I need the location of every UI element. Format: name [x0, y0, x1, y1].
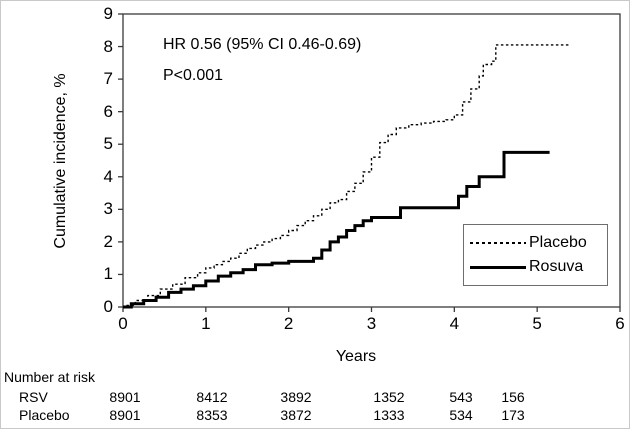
risk-value: 1333	[373, 407, 405, 423]
series-placebo	[123, 44, 571, 308]
risk-value: 8412	[196, 389, 228, 405]
risk-value: 173	[501, 407, 525, 423]
risk-value: 8901	[109, 407, 141, 423]
risk-value: 156	[501, 389, 525, 405]
y-tick-label: 7	[103, 69, 113, 89]
x-axis-label: Years	[335, 348, 377, 365]
risk-row-label-placebo: Placebo	[19, 407, 70, 423]
risk-value: 1352	[373, 389, 405, 405]
legend-entry-placebo: Placebo	[470, 234, 601, 252]
risk-value: 3892	[280, 389, 312, 405]
x-tick-label: 1	[201, 314, 211, 333]
solid-line-sample	[470, 265, 526, 269]
x-tick-label: 4	[449, 314, 460, 333]
x-tick-label: 3	[366, 314, 377, 333]
risk-value: 3872	[280, 407, 312, 423]
risk-value: 8353	[196, 407, 228, 423]
risk-table-title: Number at risk	[4, 369, 96, 385]
legend-entry-rosuva: Rosuva	[470, 258, 601, 276]
y-tick-label: 0	[103, 297, 113, 316]
y-tick-label: 4	[103, 166, 113, 186]
y-tick-label: 2	[103, 231, 113, 251]
legend-label-placebo: Placebo	[529, 233, 587, 251]
y-tick-label: 8	[103, 36, 113, 56]
y-axis-label: Cumulative incidence, %	[52, 73, 69, 249]
risk-value: 534	[449, 407, 473, 423]
y-tick-label: 9	[103, 4, 113, 23]
series-rosuva	[123, 150, 550, 309]
dashed-line-sample	[470, 241, 526, 244]
legend-label-rosuva: Rosuva	[529, 258, 584, 276]
legend-box: Placebo Rosuva	[463, 224, 608, 286]
x-tick-label: 6	[615, 314, 625, 333]
y-tick-label: 1	[103, 264, 113, 284]
y-tick-label: 5	[103, 134, 113, 154]
y-tick-label: 6	[103, 101, 113, 121]
p-value-annotation: P<0.001	[163, 67, 224, 84]
x-tick-label: 0	[118, 314, 128, 333]
hazard-ratio-annotation: HR 0.56 (95% CI 0.46-0.69)	[163, 36, 362, 53]
y-tick-label: 3	[103, 199, 113, 219]
risk-value: 8901	[109, 389, 141, 405]
x-tick-label: 2	[283, 314, 294, 333]
x-tick-label: 5	[532, 314, 542, 333]
risk-row-label-rsv: RSV	[19, 389, 48, 405]
risk-value: 543	[449, 389, 473, 405]
